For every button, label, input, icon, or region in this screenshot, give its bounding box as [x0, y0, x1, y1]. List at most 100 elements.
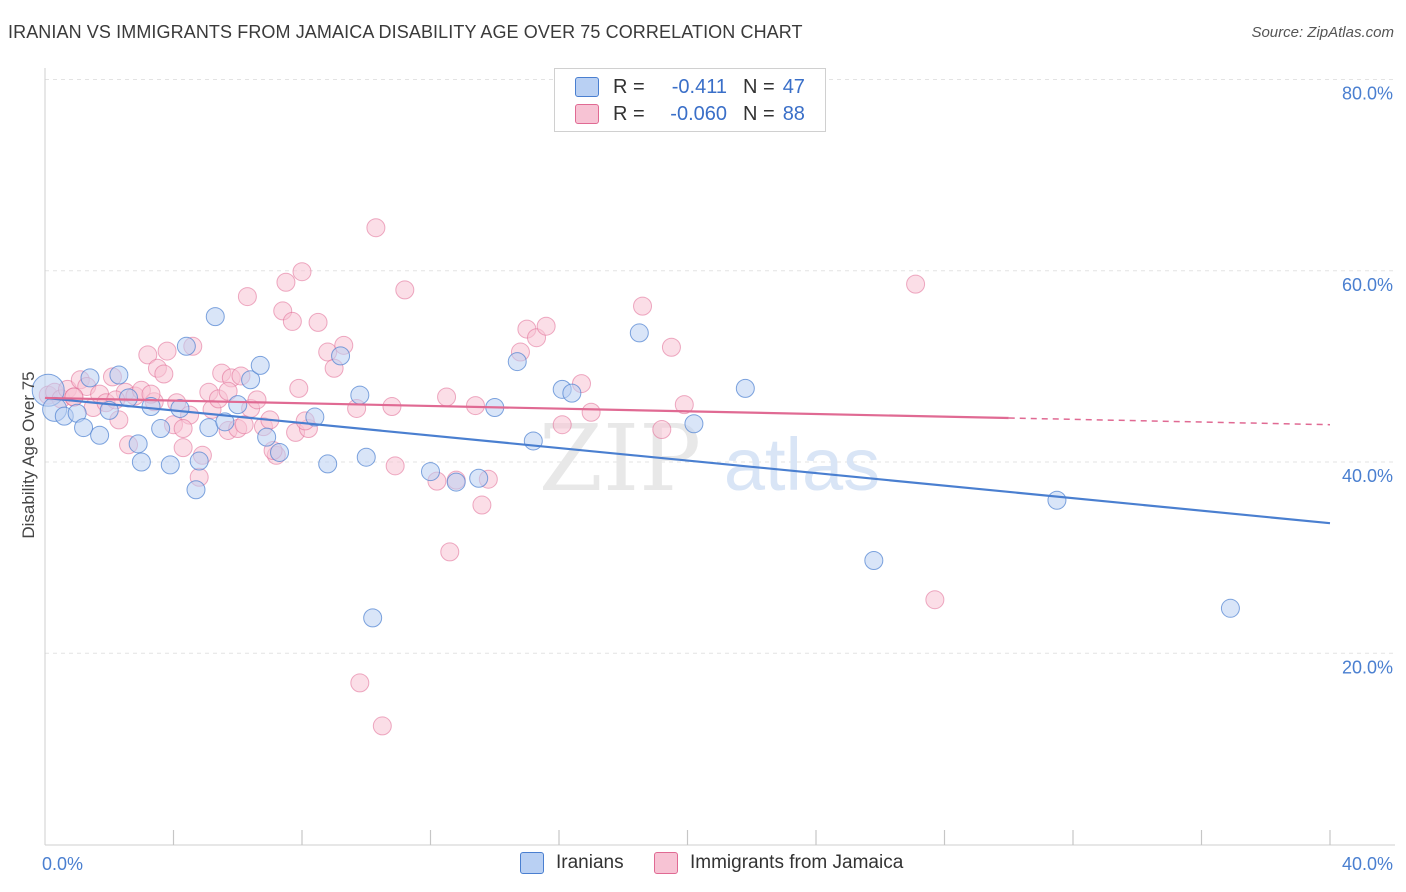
y-tick-label: 60.0% — [1342, 275, 1393, 295]
jamaica-point — [652, 419, 672, 439]
legend-row-jamaica: R = -0.060 N = 88 — [575, 102, 805, 126]
jamaica-point — [440, 542, 460, 562]
iranian-point — [189, 451, 209, 471]
y-tick-label: 20.0% — [1342, 657, 1393, 677]
iranian-point — [331, 346, 351, 366]
legend-n-value: 47 — [782, 75, 805, 98]
legend-r-value: -0.411 — [671, 75, 727, 98]
jamaica-point — [661, 337, 681, 357]
iranian-point — [469, 468, 489, 488]
series-legend: Iranians Immigrants from Jamaica — [0, 852, 1406, 876]
y-axis-label: Disability Age Over 75 — [19, 371, 38, 538]
y-tick-label: 40.0% — [1342, 466, 1393, 486]
jamaica-point — [292, 262, 312, 282]
iranian-point — [186, 480, 206, 500]
jamaica-point — [372, 716, 392, 736]
jamaica-point — [282, 311, 302, 331]
legend-row-iranians: R = -0.411 N = 47 — [575, 75, 805, 99]
iranian-point — [562, 383, 582, 403]
jamaica-point — [157, 341, 177, 361]
iranian-point — [119, 388, 139, 408]
iranian-point — [228, 395, 248, 415]
iranian-point — [128, 434, 148, 454]
iranian-point — [735, 378, 755, 398]
legend-label-iranians: Iranians — [556, 852, 624, 873]
iranian-point — [160, 455, 180, 475]
iranian-point — [446, 472, 466, 492]
jamaica-point — [437, 387, 457, 407]
iranian-point — [270, 442, 290, 462]
jamaica-point — [395, 280, 415, 300]
jamaica-point — [154, 364, 174, 384]
axes — [44, 68, 1395, 846]
jamaica-point — [552, 415, 572, 435]
iranian-point — [257, 427, 277, 447]
jamaica-point — [581, 402, 601, 422]
iranian-point — [90, 425, 110, 445]
legend-r-value: -0.060 — [670, 102, 727, 125]
legend-n-label: N = — [743, 102, 775, 125]
iranian-point — [864, 550, 884, 570]
iranian-point — [684, 414, 704, 434]
iranian-point — [170, 398, 190, 418]
iranian-point — [507, 352, 527, 372]
jamaica-point — [536, 316, 556, 336]
jamaica-point — [350, 673, 370, 693]
jamaica-point — [247, 390, 267, 410]
legend-swatch-jamaica — [654, 852, 678, 874]
iranian-point — [151, 419, 171, 439]
iranian-point — [205, 307, 225, 327]
legend-swatch-blue — [575, 77, 599, 97]
jamaica-point — [925, 590, 945, 610]
iranian-point — [176, 336, 196, 356]
iranian-point — [363, 608, 383, 628]
jamaica-point — [472, 495, 492, 515]
iranian-point — [131, 452, 151, 472]
source-label: Source: ZipAtlas.com — [1251, 24, 1394, 41]
legend-item-jamaica[interactable]: Immigrants from Jamaica — [654, 852, 903, 874]
iranian-point — [1047, 490, 1067, 510]
iranian-point — [629, 323, 649, 343]
iranian-point — [356, 447, 376, 467]
x-tick-label: 0.0% — [42, 854, 83, 874]
jamaica-point — [385, 456, 405, 476]
jamaica-point — [218, 381, 238, 401]
trend-line-jamaica-extension — [1008, 417, 1331, 426]
jamaica-point — [366, 218, 386, 238]
chart-title: IRANIAN VS IMMIGRANTS FROM JAMAICA DISAB… — [8, 22, 803, 42]
iranian-point — [99, 400, 119, 420]
jamaica-point — [674, 395, 694, 415]
series-iranians-points — [31, 307, 1240, 628]
x-tick-label: 40.0% — [1342, 854, 1393, 874]
trend-lines — [44, 396, 1331, 525]
legend-swatch-pink — [575, 104, 599, 124]
iranian-point — [318, 454, 338, 474]
iranian-point — [199, 418, 219, 438]
iranian-point — [421, 462, 440, 482]
jamaica-point — [289, 378, 309, 398]
legend-swatch-iranians — [520, 852, 544, 874]
iranian-point — [305, 407, 325, 427]
jamaica-point — [308, 312, 328, 332]
iranian-point — [109, 365, 129, 385]
iranian-point — [350, 385, 370, 405]
jamaica-point — [173, 419, 193, 439]
jamaica-point — [465, 396, 485, 416]
jamaica-point — [138, 345, 158, 365]
jamaica-point — [64, 387, 84, 407]
correlation-legend: R = -0.411 N = 47 R = -0.060 N = 88 — [554, 68, 826, 132]
trend-line-iranians — [44, 396, 1331, 525]
watermark-atlas: atlas — [724, 423, 880, 506]
jamaica-point — [173, 438, 193, 458]
iranian-point — [74, 418, 94, 438]
jamaica-point — [906, 274, 926, 294]
jamaica-point — [633, 296, 653, 316]
trend-line-jamaica — [44, 396, 1009, 420]
legend-item-iranians[interactable]: Iranians — [520, 852, 624, 874]
legend-n-label: N = — [743, 75, 775, 98]
iranian-point — [80, 368, 100, 388]
legend-r-label: R = — [613, 75, 645, 98]
iranian-point — [1220, 598, 1240, 618]
y-tick-label: 80.0% — [1342, 84, 1393, 104]
